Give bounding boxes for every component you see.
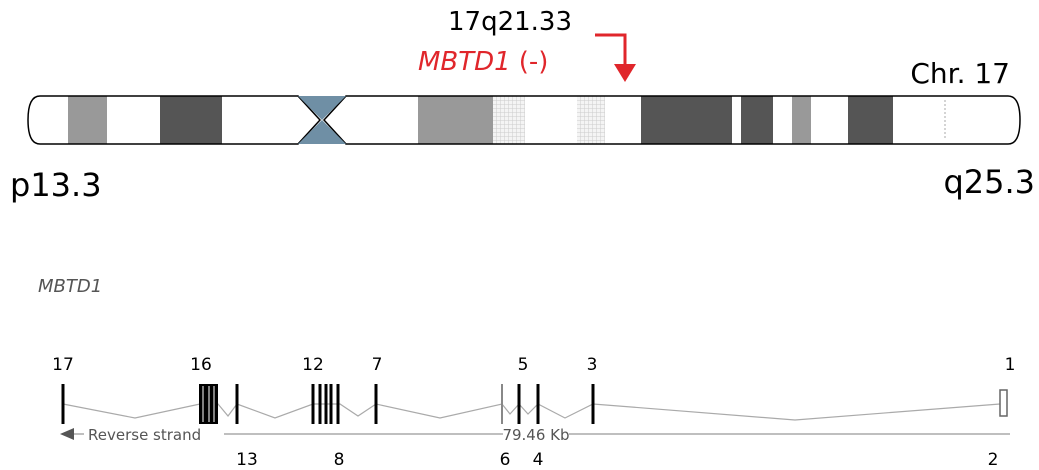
exon-label: 12 <box>302 355 324 375</box>
exon-label: 16 <box>190 355 212 375</box>
gene-title: MBTD1 <box>38 276 102 297</box>
strand-arrow <box>60 428 74 440</box>
exon-label: 4 <box>533 450 544 470</box>
locus-arrow <box>595 35 625 68</box>
strand: (-) <box>519 47 549 77</box>
gene-strand-label: MBTD1 (-) <box>418 47 548 77</box>
exon-label: 5 <box>518 355 529 375</box>
length-label: 79.46 Kb <box>502 426 569 444</box>
exon-label: 17 <box>52 355 74 375</box>
chromosome <box>28 96 1020 144</box>
strand-label: Reverse strand <box>88 426 201 444</box>
exon-label: 3 <box>587 355 598 375</box>
q-end-label: q25.3 <box>943 163 1035 201</box>
page: 17q21.33 MBTD1 (-) Chr. 17 p13.3 q25.3 MB… <box>0 0 1039 470</box>
band-label: 17q21.33 <box>448 7 572 37</box>
exon-label: 7 <box>372 355 383 375</box>
p-end-label: p13.3 <box>10 166 102 204</box>
exon-label: 1 <box>1005 355 1016 375</box>
exon-label: 6 <box>500 450 511 470</box>
exons <box>63 384 1007 424</box>
gene-name: MBTD1 <box>418 47 511 77</box>
locus-arrowhead <box>614 64 636 82</box>
chromosome-label: Chr. 17 <box>910 57 1010 90</box>
exon-label: 8 <box>334 450 345 470</box>
exon-label: 13 <box>236 450 258 470</box>
exon-label: 2 <box>988 450 999 470</box>
